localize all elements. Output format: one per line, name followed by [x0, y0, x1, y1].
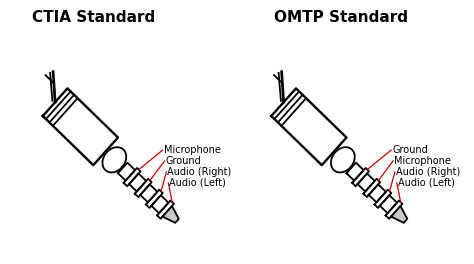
- Polygon shape: [346, 163, 364, 181]
- Polygon shape: [374, 190, 391, 208]
- Polygon shape: [151, 195, 168, 213]
- Polygon shape: [364, 179, 380, 197]
- Polygon shape: [140, 184, 157, 202]
- Polygon shape: [391, 206, 407, 223]
- Polygon shape: [386, 200, 402, 219]
- Text: Microphone: Microphone: [394, 156, 451, 166]
- Polygon shape: [157, 200, 174, 219]
- Text: Audio (Left): Audio (Left): [398, 178, 455, 188]
- Polygon shape: [118, 163, 135, 181]
- Text: OMTP Standard: OMTP Standard: [274, 10, 408, 25]
- Text: Ground: Ground: [392, 145, 428, 155]
- Polygon shape: [146, 190, 163, 208]
- Polygon shape: [129, 173, 146, 191]
- Polygon shape: [102, 147, 126, 172]
- Polygon shape: [352, 168, 369, 186]
- Polygon shape: [135, 179, 152, 197]
- Text: CTIA Standard: CTIA Standard: [32, 10, 155, 25]
- Polygon shape: [380, 195, 397, 213]
- Polygon shape: [331, 147, 355, 172]
- Text: Audio (Left): Audio (Left): [169, 178, 226, 188]
- Polygon shape: [43, 88, 118, 165]
- Polygon shape: [124, 168, 140, 186]
- Polygon shape: [163, 206, 179, 223]
- Text: Audio (Right): Audio (Right): [396, 167, 460, 177]
- Polygon shape: [357, 173, 375, 191]
- Text: Microphone: Microphone: [164, 145, 220, 155]
- Polygon shape: [271, 88, 346, 165]
- Polygon shape: [369, 184, 386, 202]
- Text: Audio (Right): Audio (Right): [167, 167, 232, 177]
- Text: Ground: Ground: [165, 156, 201, 166]
